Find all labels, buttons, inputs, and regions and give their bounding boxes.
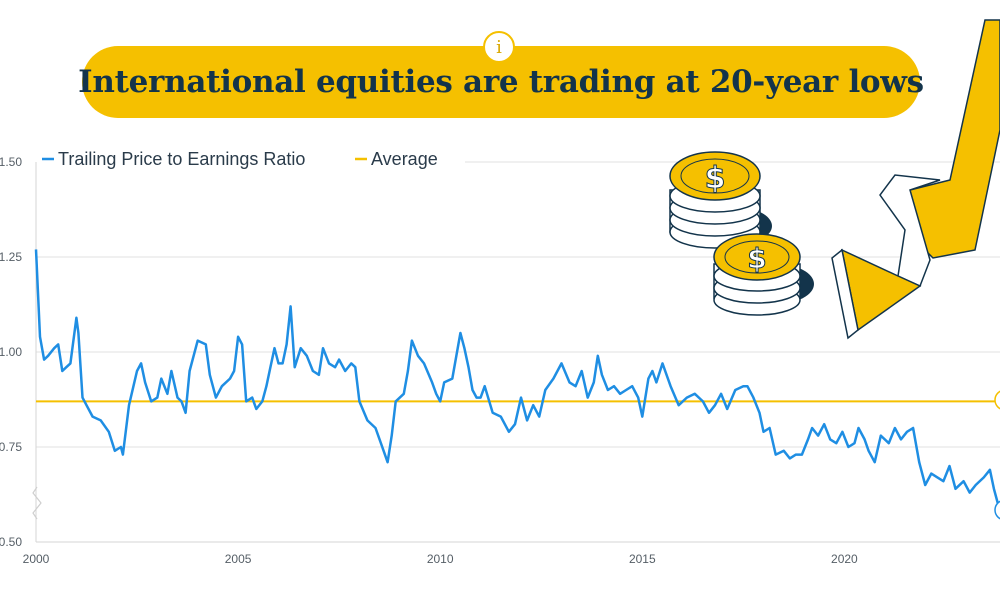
y-tick-label: 1.25 <box>0 250 22 264</box>
x-tick-label: 2020 <box>831 552 858 566</box>
info-icon[interactable]: i <box>483 31 515 63</box>
coin-stacks-illustration: $ $ <box>669 151 814 316</box>
series-line-pe-ratio <box>34 249 1000 505</box>
x-tick-label: 2005 <box>225 552 252 566</box>
chart-title: International equities are trading at 20… <box>78 64 924 100</box>
y-tick-label: 0.75 <box>0 440 22 454</box>
series-layer <box>34 249 1000 505</box>
y-axis-ticks: 0.50 0.75 1.00 1.25 1.50 <box>0 155 22 549</box>
down-arrow-icon <box>831 19 1000 340</box>
legend-label-pe-ratio: Trailing Price to Earnings Ratio <box>58 149 305 169</box>
x-tick-label: 2010 <box>427 552 454 566</box>
axis-break-icon <box>32 486 42 520</box>
dollar-sign-icon: $ <box>747 242 766 275</box>
average-end-marker <box>994 390 1000 410</box>
gridlines <box>35 161 1000 543</box>
y-tick-label: 1.00 <box>0 345 22 359</box>
dollar-sign-icon: $ <box>705 161 726 196</box>
series-end-marker <box>994 500 1000 520</box>
coin-stack-front: $ <box>713 233 814 316</box>
x-tick-label: 2015 <box>629 552 656 566</box>
y-tick-label: 1.50 <box>0 155 22 169</box>
x-axis-ticks: 2000 2005 2010 2015 2020 <box>23 552 858 566</box>
legend-label-average: Average <box>371 149 438 169</box>
y-tick-label: 0.50 <box>0 535 22 549</box>
legend: Trailing Price to Earnings Ratio Average <box>42 149 438 169</box>
x-tick-label: 2000 <box>23 552 50 566</box>
coin-stack-back: $ <box>669 151 772 249</box>
